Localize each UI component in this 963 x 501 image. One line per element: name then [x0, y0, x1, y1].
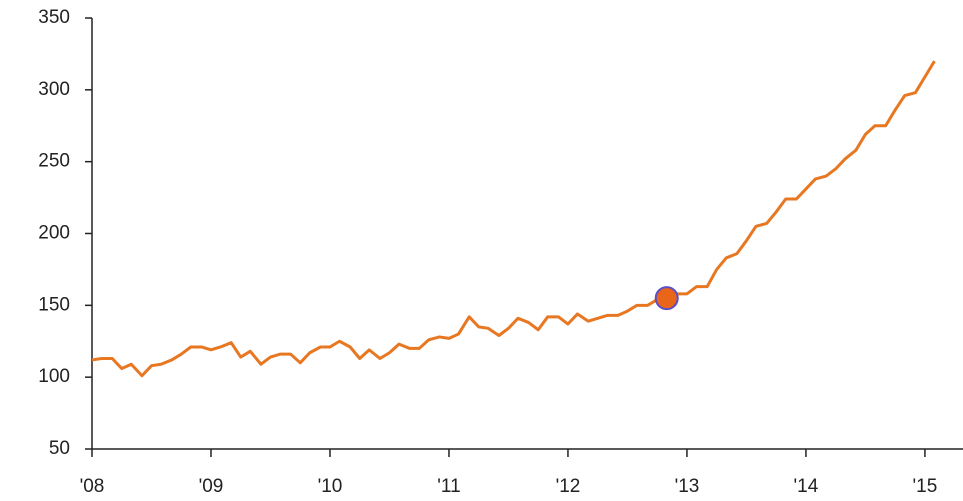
highlight-point [654, 286, 679, 311]
x-tick-label: '11 [437, 476, 460, 497]
x-tick-label: '13 [675, 476, 700, 497]
x-tick-label: '15 [913, 476, 938, 497]
y-tick-label: 100 [38, 366, 70, 387]
line [91, 60, 936, 378]
y-tick-label: 150 [38, 294, 70, 315]
y-tick-label: 200 [38, 223, 70, 244]
y-tick-label: 350 [38, 7, 70, 28]
x-tick-label: '09 [199, 476, 224, 497]
x-tick-label: '08 [80, 476, 105, 497]
x-tick-label: '14 [794, 476, 819, 497]
y-tick-label: 50 [49, 438, 70, 459]
y-tick-label: 250 [38, 151, 70, 172]
y-tick-label: 300 [38, 79, 70, 100]
x-tick-label: '10 [318, 476, 343, 497]
x-tick-label: '12 [556, 476, 581, 497]
